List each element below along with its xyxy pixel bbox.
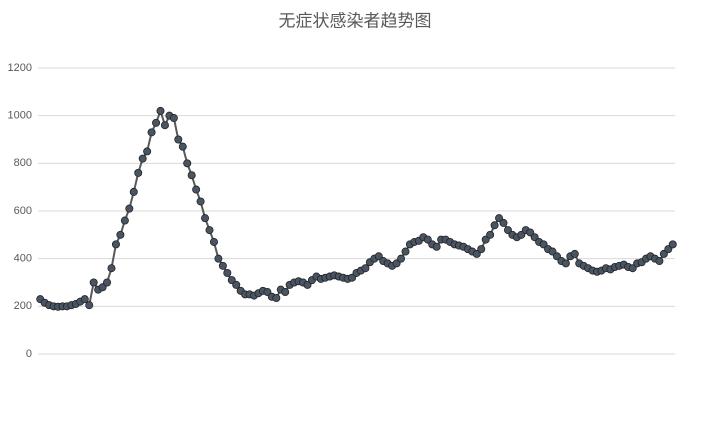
point (209, 237, 218, 246)
point (80, 295, 89, 304)
point (187, 171, 196, 180)
point (156, 106, 165, 115)
point (570, 249, 579, 258)
point (232, 280, 241, 289)
point (214, 254, 223, 263)
point (205, 226, 214, 235)
point (85, 301, 94, 310)
y-tick-label: 200 (14, 300, 32, 312)
y-tick-label: 400 (14, 253, 32, 265)
point (668, 240, 677, 249)
point (223, 268, 232, 277)
y-tick-label: 0 (26, 348, 32, 360)
point (120, 216, 129, 225)
point (201, 214, 210, 223)
y-tick-label: 1000 (8, 110, 32, 122)
point (218, 261, 227, 270)
point (490, 221, 499, 230)
point (432, 242, 441, 251)
point (138, 154, 147, 163)
chart-title: 无症状感染者趋势图 (279, 11, 432, 30)
point (116, 230, 125, 239)
point (192, 185, 201, 194)
series-line (39, 107, 674, 308)
point (143, 147, 152, 156)
point (125, 204, 134, 213)
point (183, 159, 192, 168)
point (361, 264, 370, 273)
point (561, 259, 570, 268)
point (196, 197, 205, 206)
point (103, 278, 112, 287)
point (486, 230, 495, 239)
point (147, 128, 156, 137)
point (174, 135, 183, 144)
y-tick-label: 800 (14, 157, 32, 169)
point (152, 118, 161, 127)
point (499, 218, 508, 227)
point (107, 264, 116, 273)
point (477, 245, 486, 254)
point (178, 142, 187, 151)
point (169, 114, 178, 123)
point (272, 293, 281, 302)
point (401, 247, 410, 256)
point (134, 168, 143, 177)
point (111, 240, 120, 249)
point (129, 187, 138, 196)
y-tick-label: 1200 (8, 62, 32, 74)
point (655, 257, 664, 266)
point (160, 121, 169, 130)
point (397, 254, 406, 263)
point (89, 278, 98, 287)
point (281, 288, 290, 297)
y-tick-label: 600 (14, 205, 32, 217)
